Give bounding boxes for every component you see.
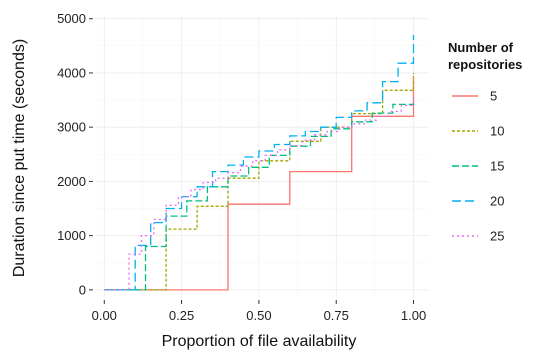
legend-label-5: 5 [490,89,497,104]
x-axis-ticks: 0.00 0.25 0.50 0.75 1.00 [92,300,426,323]
y-tick-label: 3000 [57,120,86,135]
legend-label-10: 10 [490,124,504,139]
legend-title: Number of repositories [448,40,522,72]
x-tick-label: 0.50 [246,308,271,323]
legend: Number of repositories 5 10 15 20 25 [448,40,522,244]
legend-title-line-1: Number of [448,40,514,55]
x-axis-title: Proportion of file availability [162,333,357,350]
y-tick-label: 5000 [57,11,86,26]
legend-label-15: 15 [490,159,504,174]
y-tick-label: 0 [79,282,86,297]
legend-label-20: 20 [490,194,504,209]
y-tick-label: 2000 [57,174,86,189]
y-tick-label: 1000 [57,228,86,243]
x-tick-label: 0.25 [169,308,194,323]
y-axis-ticks: 0 1000 2000 3000 4000 5000 [57,11,93,297]
legend-items: 5 10 15 20 25 [452,89,504,244]
x-tick-label: 0.00 [92,308,117,323]
legend-title-line-2: repositories [448,57,522,72]
y-tick-label: 4000 [57,65,86,80]
series-line-10 [104,72,415,291]
series-lines [104,35,415,291]
legend-label-25: 25 [490,229,504,244]
y-axis-title: Duration since put time (seconds) [11,39,28,277]
x-tick-label: 1.00 [401,308,426,323]
x-tick-label: 0.75 [324,308,349,323]
